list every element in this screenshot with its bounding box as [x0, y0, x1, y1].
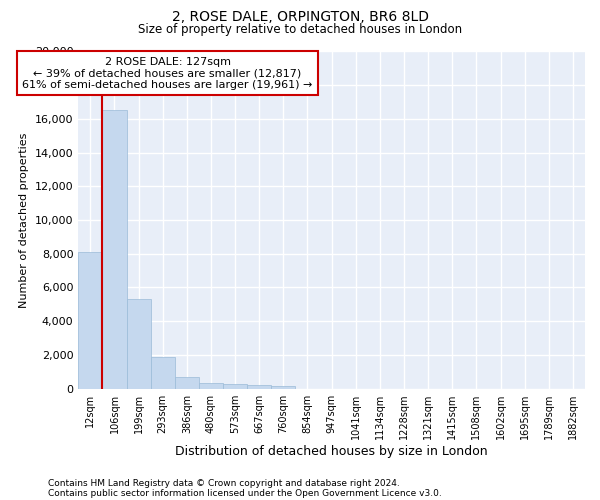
- Bar: [199, 382, 223, 388]
- Bar: [127, 300, 151, 388]
- Text: Contains HM Land Registry data © Crown copyright and database right 2024.: Contains HM Land Registry data © Crown c…: [48, 478, 400, 488]
- Bar: [271, 386, 295, 388]
- Bar: [223, 384, 247, 388]
- Bar: [151, 358, 175, 388]
- Y-axis label: Number of detached properties: Number of detached properties: [19, 132, 29, 308]
- Bar: [78, 252, 103, 388]
- X-axis label: Distribution of detached houses by size in London: Distribution of detached houses by size …: [175, 444, 488, 458]
- Bar: [103, 110, 127, 388]
- Bar: [247, 385, 271, 388]
- Text: 2, ROSE DALE, ORPINGTON, BR6 8LD: 2, ROSE DALE, ORPINGTON, BR6 8LD: [172, 10, 428, 24]
- Text: Size of property relative to detached houses in London: Size of property relative to detached ho…: [138, 22, 462, 36]
- Bar: [175, 377, 199, 388]
- Text: Contains public sector information licensed under the Open Government Licence v3: Contains public sector information licen…: [48, 488, 442, 498]
- Text: 2 ROSE DALE: 127sqm
← 39% of detached houses are smaller (12,817)
61% of semi-de: 2 ROSE DALE: 127sqm ← 39% of detached ho…: [22, 56, 313, 90]
